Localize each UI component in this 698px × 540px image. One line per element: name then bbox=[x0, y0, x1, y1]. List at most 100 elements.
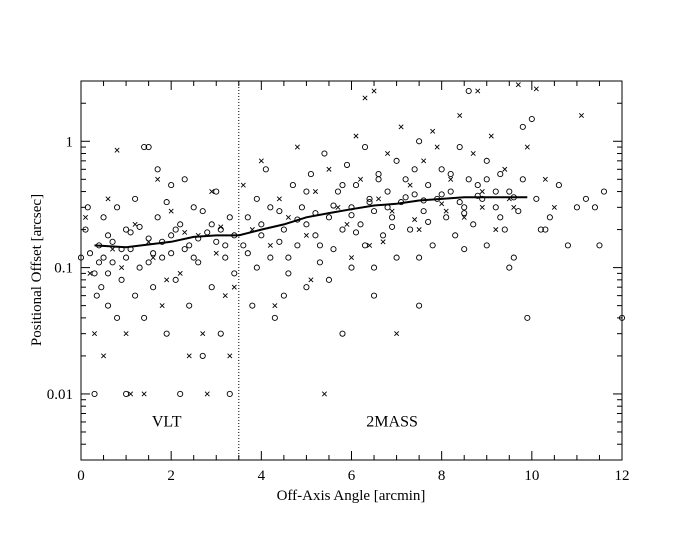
data-point-cross bbox=[168, 208, 174, 214]
data-point-circle bbox=[330, 202, 337, 209]
data-point-circle bbox=[91, 270, 98, 277]
data-point-cross bbox=[353, 133, 359, 139]
data-point-cross bbox=[312, 189, 318, 195]
data-point-circle bbox=[199, 352, 206, 359]
data-point-circle bbox=[123, 390, 130, 397]
data-point-circle bbox=[438, 191, 445, 198]
data-point-circle bbox=[285, 254, 292, 261]
data-point-cross bbox=[87, 270, 93, 276]
data-point-circle bbox=[163, 199, 170, 206]
data-point-circle bbox=[267, 254, 274, 261]
data-point-cross bbox=[272, 303, 278, 309]
data-point-circle bbox=[447, 188, 454, 195]
data-point-cross bbox=[258, 158, 264, 164]
data-point-circle bbox=[474, 192, 481, 199]
data-point-cross bbox=[448, 176, 454, 182]
data-point-circle bbox=[555, 182, 562, 189]
data-point-cross bbox=[493, 227, 499, 233]
data-point-circle bbox=[159, 254, 166, 261]
data-point-cross bbox=[294, 144, 300, 150]
y-tick-label: 0.01 bbox=[47, 387, 73, 403]
data-point-circle bbox=[172, 276, 179, 283]
data-point-circle bbox=[316, 242, 323, 249]
axis-ticks bbox=[80, 80, 623, 461]
data-point-cross bbox=[502, 166, 508, 172]
data-point-cross bbox=[348, 255, 355, 261]
data-point-circle bbox=[402, 194, 409, 201]
data-point-circle bbox=[348, 264, 355, 271]
data-point-circle bbox=[258, 221, 265, 228]
data-point-circle bbox=[93, 292, 100, 299]
data-point-cross bbox=[186, 353, 192, 359]
data-point-circle bbox=[465, 87, 472, 95]
data-point-cross bbox=[177, 270, 183, 276]
data-point-cross bbox=[434, 144, 440, 150]
data-point-cross bbox=[213, 250, 219, 256]
data-point-cross bbox=[308, 277, 314, 283]
data-point-circle bbox=[452, 232, 459, 239]
data-point-cross bbox=[443, 208, 449, 214]
data-point-circle bbox=[154, 166, 161, 173]
data-point-cross bbox=[231, 284, 237, 290]
data-point-circle bbox=[132, 292, 139, 299]
data-point-cross bbox=[82, 214, 89, 220]
data-point-circle bbox=[461, 204, 468, 211]
data-point-circle bbox=[100, 254, 107, 261]
data-point-cross bbox=[92, 331, 98, 337]
data-point-circle bbox=[114, 204, 121, 211]
data-point-cross bbox=[479, 189, 485, 195]
data-point-cross bbox=[479, 204, 485, 210]
data-point-circle bbox=[519, 176, 526, 183]
data-point-circle bbox=[420, 208, 427, 215]
data-point-circle bbox=[226, 214, 233, 221]
x-tick-label: 0 bbox=[77, 468, 85, 484]
data-point-cross bbox=[146, 239, 152, 245]
data-point-circle bbox=[470, 221, 477, 228]
data-point-circle bbox=[303, 188, 310, 195]
data-point-circle bbox=[483, 157, 490, 164]
data-point-circle bbox=[474, 182, 481, 189]
data-point-circle bbox=[213, 188, 220, 195]
running-median-line bbox=[94, 196, 528, 249]
data-point-cross bbox=[542, 176, 548, 182]
data-point-circle bbox=[303, 284, 310, 291]
data-point-circle bbox=[145, 259, 152, 266]
data-point-cross bbox=[267, 242, 273, 248]
data-point-circle bbox=[186, 242, 193, 249]
data-point-cross bbox=[385, 151, 391, 157]
data-point-cross bbox=[457, 112, 463, 119]
data-point-circle bbox=[325, 214, 333, 221]
data-point-circle bbox=[510, 254, 517, 261]
data-point-circle bbox=[145, 235, 152, 242]
data-point-cross bbox=[326, 166, 332, 172]
data-point-circle bbox=[276, 238, 283, 245]
data-point-circle bbox=[208, 221, 215, 228]
data-point-circle bbox=[217, 330, 224, 337]
x-axis-label: Off-Axis Angle [arcmin] bbox=[277, 488, 426, 504]
data-point-circle bbox=[438, 166, 445, 173]
data-point-circle bbox=[370, 264, 378, 271]
data-point-cross bbox=[204, 391, 210, 397]
data-point-cross bbox=[227, 353, 233, 359]
data-point-circle bbox=[231, 270, 238, 277]
data-point-circle bbox=[316, 259, 323, 266]
data-point-circle bbox=[492, 188, 499, 195]
data-point-cross bbox=[389, 208, 395, 214]
data-point-circle bbox=[208, 284, 215, 291]
data-point-circle bbox=[95, 259, 103, 266]
data-point-circle bbox=[352, 229, 360, 236]
data-point-circle bbox=[267, 204, 274, 211]
data-point-circle bbox=[407, 226, 414, 233]
data-point-circle bbox=[393, 254, 400, 261]
data-point-circle bbox=[276, 208, 283, 215]
data-point-circle bbox=[497, 171, 504, 178]
data-point-circle bbox=[298, 204, 305, 211]
data-point-circle bbox=[352, 182, 360, 189]
data-point-circle bbox=[411, 166, 418, 173]
data-point-circle bbox=[443, 214, 450, 221]
data-point-circle bbox=[492, 204, 499, 211]
data-point-circle bbox=[425, 218, 432, 225]
data-point-circle bbox=[127, 229, 134, 236]
data-point-cross bbox=[416, 227, 422, 233]
